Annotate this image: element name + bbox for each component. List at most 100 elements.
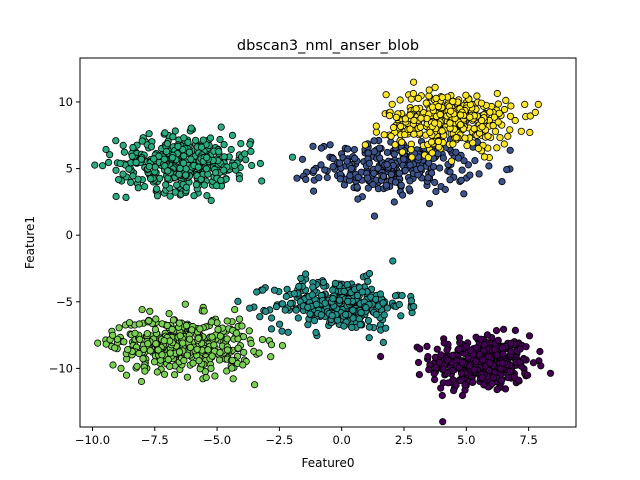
cluster-2-point [379, 338, 387, 346]
cluster-1-point [321, 166, 329, 174]
cluster-5-point [397, 122, 405, 131]
cluster-0-point [529, 359, 538, 367]
cluster-4-point [186, 343, 194, 351]
cluster-2-point [286, 299, 295, 308]
cluster-3-point [119, 170, 127, 178]
cluster-0-point [506, 367, 514, 376]
cluster-4-point [146, 347, 154, 355]
cluster-1-point [317, 161, 325, 169]
cluster-0-point [415, 370, 423, 379]
cluster-3-point [127, 178, 135, 186]
cluster-4-point [182, 321, 190, 330]
cluster-0-point [476, 350, 484, 359]
cluster-5-point [392, 113, 400, 121]
cluster-0-point [414, 358, 423, 367]
cluster-3-point [187, 155, 195, 163]
cluster-4-point [146, 307, 154, 315]
cluster-3-point [200, 181, 208, 189]
cluster-3-point [190, 192, 198, 200]
cluster-0-point [439, 418, 447, 426]
cluster-3-point [206, 134, 215, 142]
cluster-2-point [284, 328, 292, 336]
cluster-0-point [424, 352, 432, 361]
cluster-4-point [135, 320, 143, 328]
cluster-3-point [161, 129, 169, 137]
cluster-5-point [521, 100, 529, 109]
cluster-5-point [474, 144, 483, 153]
cluster-4-point [231, 305, 239, 314]
plot-frame [79, 57, 577, 428]
y-axis-label: Feature1 [23, 216, 37, 269]
cluster-1-point [471, 157, 479, 165]
cluster-2-point [281, 306, 289, 314]
cluster-2-point [356, 321, 364, 329]
cluster-2-point [304, 303, 312, 311]
cluster-3-point [246, 140, 254, 148]
cluster-0-point [511, 326, 520, 334]
cluster-4-point [245, 327, 253, 335]
cluster-2-point [358, 288, 366, 296]
cluster-0-point [499, 325, 508, 333]
cluster-4-point [143, 329, 151, 338]
cluster-5-point [408, 153, 416, 161]
cluster-3-point [217, 123, 225, 131]
cluster-0-point [472, 357, 480, 365]
cluster-4-point [131, 329, 139, 337]
cluster-3-point [228, 131, 237, 139]
cluster-4-point [214, 325, 222, 333]
cluster-1-point [441, 185, 449, 194]
cluster-5-point [446, 119, 454, 127]
cluster-0-point [523, 371, 532, 379]
cluster-0-point [423, 342, 431, 350]
cluster-3-point [134, 184, 142, 192]
cluster-1-point [432, 187, 440, 196]
cluster-2-point [270, 286, 279, 294]
x-tick-label: 2.5 [395, 433, 413, 447]
cluster-5-point [406, 111, 414, 119]
cluster-4-point [165, 309, 173, 318]
cluster-3-point [153, 185, 161, 193]
cluster-3-point [147, 175, 155, 183]
cluster-1-point [401, 166, 409, 175]
cluster-5-point [398, 138, 406, 146]
cluster-1-point [346, 172, 354, 180]
cluster-2-point [267, 314, 276, 322]
data-points [91, 78, 555, 426]
cluster-1-point [350, 146, 358, 154]
cluster-4-point [188, 326, 196, 334]
cluster-5-point [493, 144, 501, 152]
cluster-5-point [425, 86, 433, 94]
cluster-2-point [335, 296, 344, 304]
cluster-5-point [449, 97, 457, 106]
cluster-5-point [449, 140, 457, 148]
cluster-1-point [298, 155, 307, 163]
cluster-4-point [113, 335, 122, 343]
cluster-5-point [382, 91, 390, 99]
cluster-5-point [526, 128, 534, 136]
cluster-5-point [494, 100, 502, 108]
cluster-4-point [208, 352, 216, 360]
cluster-2-point [282, 292, 290, 301]
cluster-0-point [430, 370, 438, 378]
cluster-4-point [122, 371, 131, 379]
x-tick-label: 5.0 [457, 433, 475, 447]
cluster-4-point [144, 340, 152, 348]
cluster-5-point [431, 83, 439, 92]
cluster-2-point [410, 302, 418, 311]
cluster-0-point [522, 343, 530, 351]
cluster-1-point [383, 148, 391, 157]
cluster-5-point [431, 119, 439, 127]
cluster-0-point [483, 331, 491, 339]
cluster-1-point [309, 187, 318, 195]
cluster-5-point [372, 122, 380, 130]
cluster-5-point [473, 92, 481, 100]
cluster-2-point [310, 317, 319, 325]
cluster-4-point [186, 335, 194, 343]
cluster-3-point [203, 192, 211, 200]
cluster-0-point [458, 358, 466, 366]
y-tick-label: 0 [66, 228, 73, 242]
cluster-4-point [125, 319, 134, 327]
cluster-5-point [500, 105, 509, 114]
cluster-4-point [267, 353, 275, 361]
cluster-4-point [247, 339, 255, 348]
